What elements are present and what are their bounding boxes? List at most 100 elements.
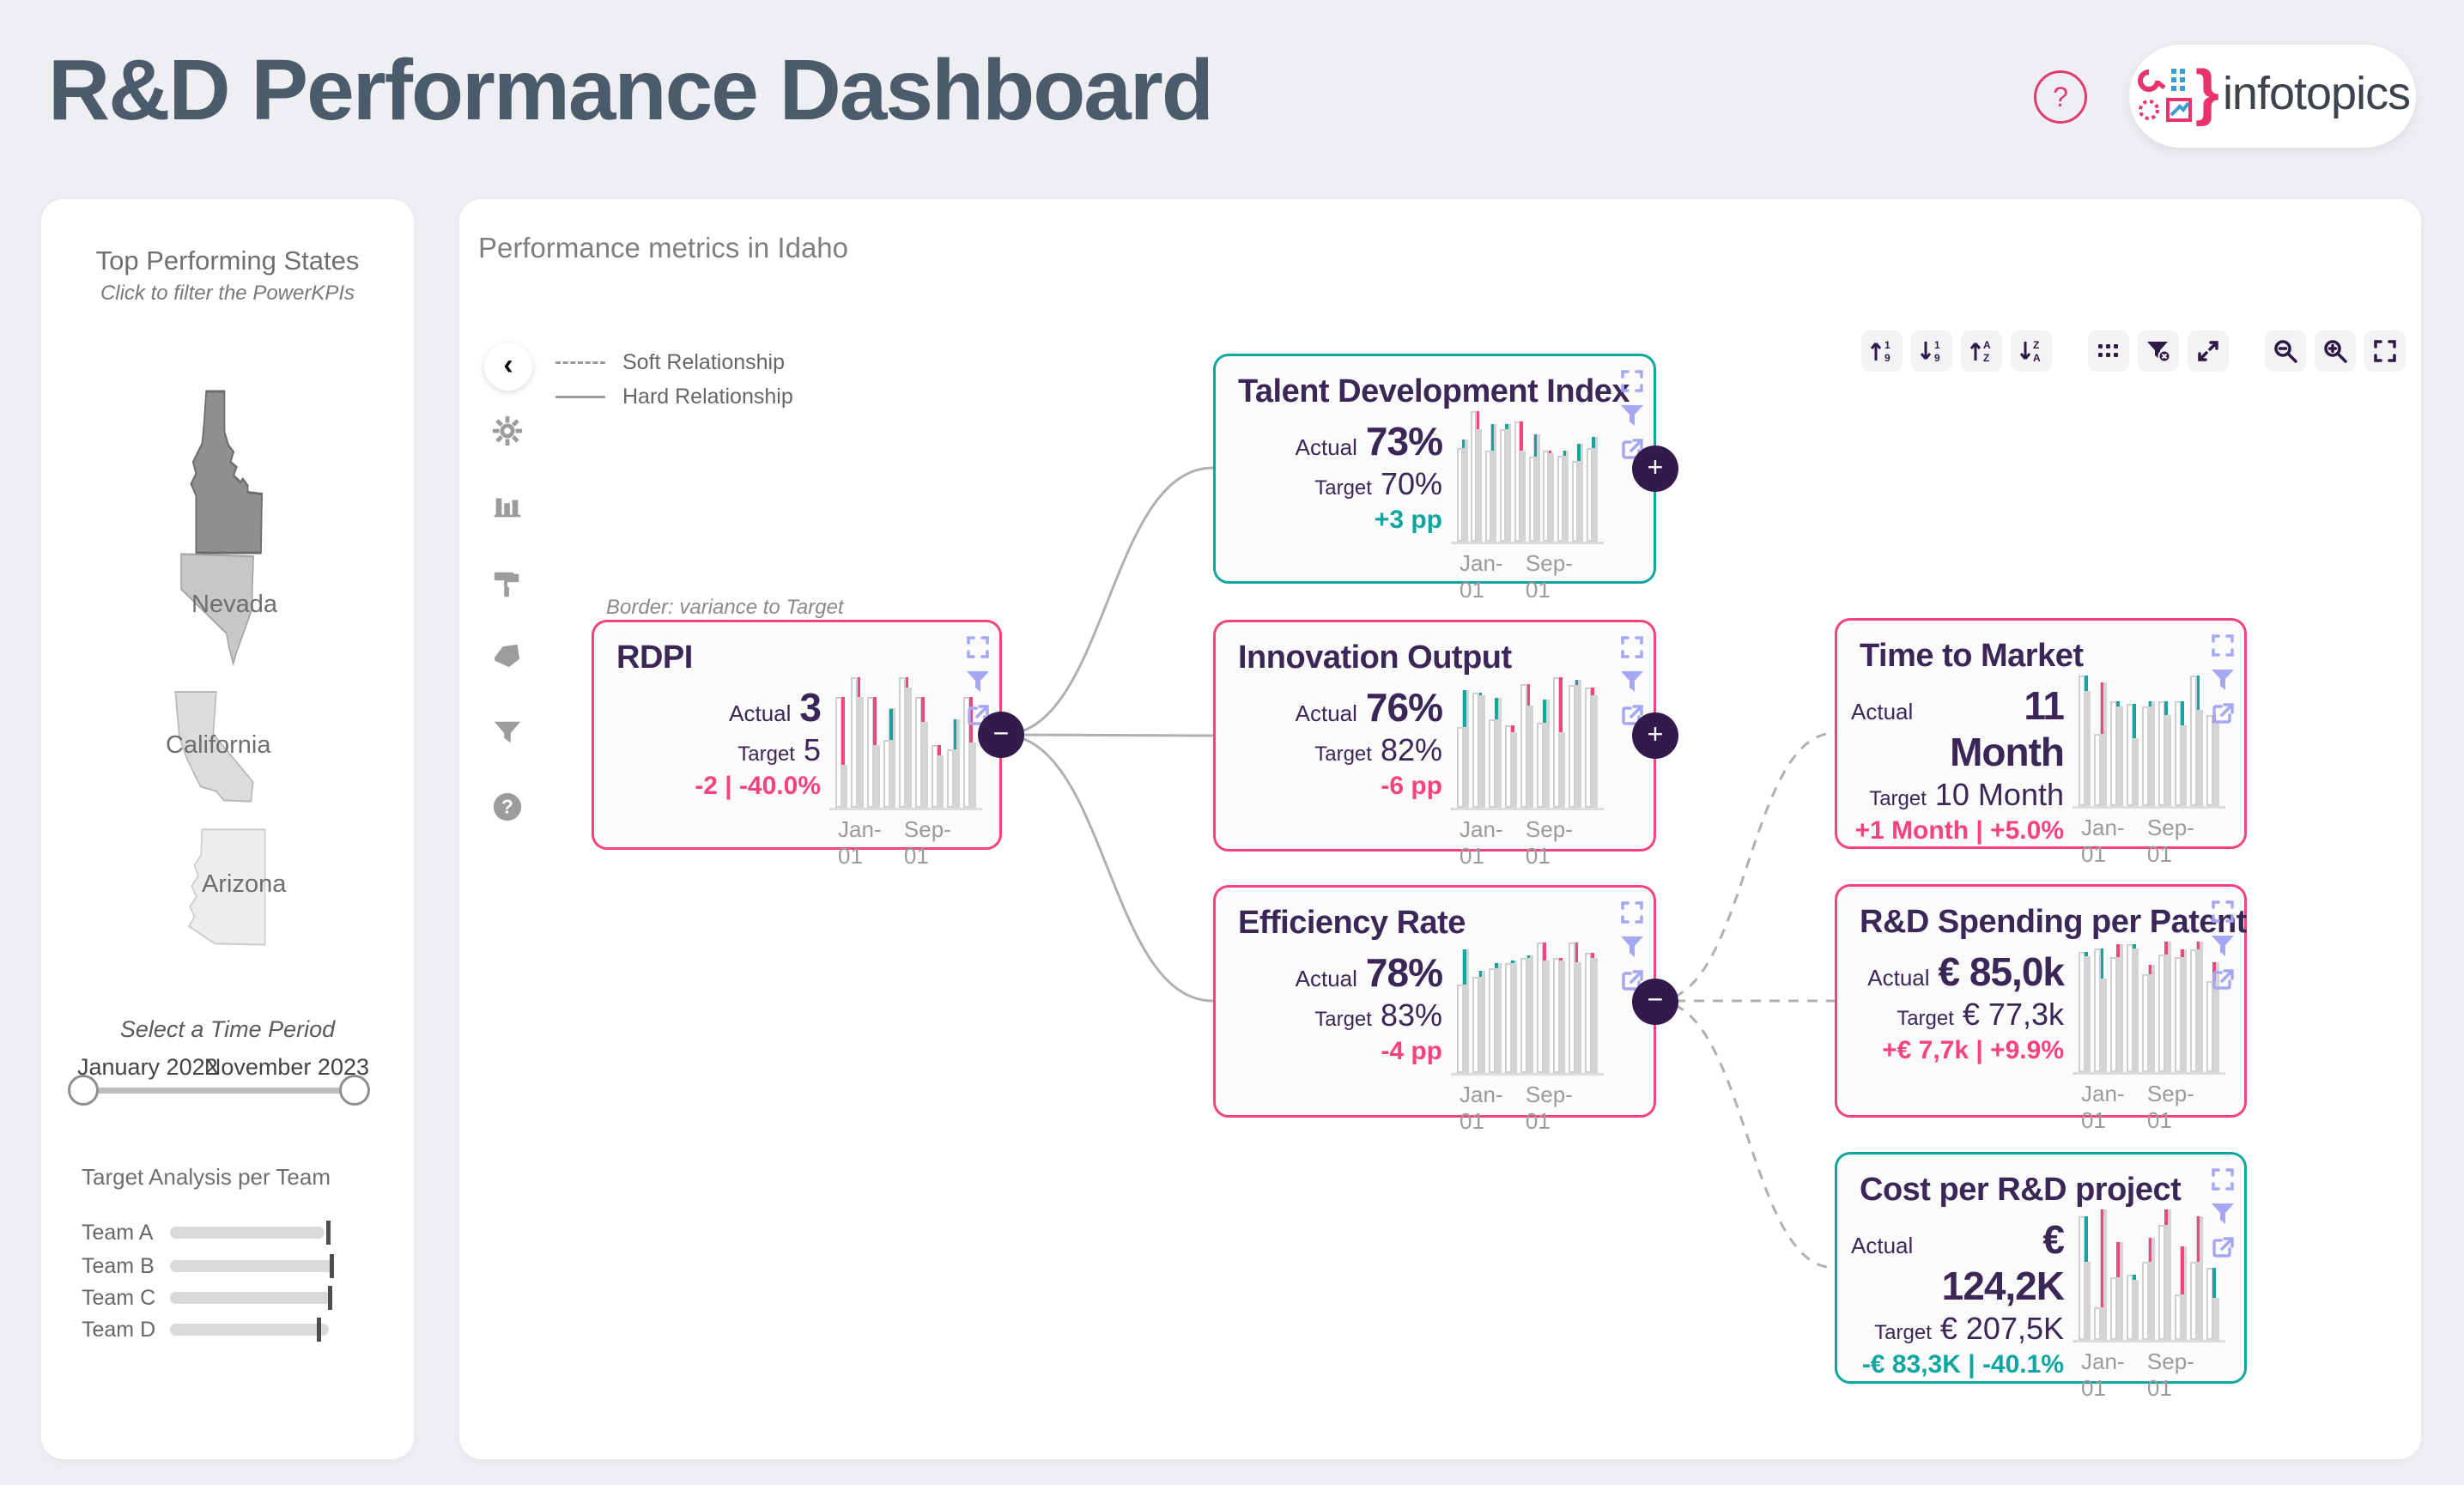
- focus-expand-icon[interactable]: [2210, 899, 2236, 924]
- kpi-card-cost-per-rd-project[interactable]: Cost per R&D project Actual € 124,2K Targ…: [1835, 1152, 2247, 1401]
- zoom-out-button[interactable]: [2265, 330, 2306, 372]
- state-label-arizona: Arizona: [202, 870, 287, 898]
- target-label: Target: [1314, 1008, 1372, 1031]
- state-label-california: California: [166, 731, 271, 759]
- team-analysis-title: Target Analysis per Team: [82, 1164, 331, 1190]
- zoom-in-button[interactable]: [2315, 330, 2356, 372]
- axis-tick: Sep-01: [903, 816, 951, 869]
- focus-expand-icon[interactable]: [2210, 633, 2236, 658]
- actual-label: Actual: [1851, 699, 1914, 724]
- question-icon: ?: [2053, 81, 2068, 112]
- variance-value: -€ 83,3K | -40.1%: [1861, 1350, 2064, 1379]
- paint-roller-icon[interactable]: [491, 567, 524, 600]
- expand-node-button[interactable]: +: [1632, 446, 1678, 492]
- fit-screen-button[interactable]: [2364, 330, 2406, 372]
- sort-alpha-asc-button[interactable]: A Z: [1961, 330, 2002, 372]
- card-filter-icon[interactable]: [1619, 669, 1645, 694]
- kpi-card-rdpi[interactable]: RDPI Actual 3 Target 5 -2 | -40.0% Jan-01 S…: [592, 620, 1024, 869]
- state-shape-california[interactable]: California: [166, 688, 271, 803]
- actual-value: 78%: [1365, 950, 1443, 995]
- kpi-card-time-to-market[interactable]: Time to Market Actual 11 Month Target 10 M…: [1835, 618, 2247, 867]
- collapse-node-button[interactable]: −: [1632, 978, 1678, 1025]
- team-row: Team D: [82, 1316, 373, 1343]
- svg-text:1: 1: [1934, 339, 1940, 351]
- state-shape-arizona[interactable]: Arizona: [176, 826, 286, 949]
- kpi-title: Innovation Output: [1238, 639, 1512, 676]
- expand-node-button[interactable]: +: [1632, 712, 1678, 759]
- collapse-node-button[interactable]: −: [978, 712, 1024, 758]
- time-period-title: Select a Time Period: [119, 1016, 336, 1042]
- time-slider-handle-start[interactable]: [68, 1075, 99, 1106]
- open-external-icon[interactable]: [2210, 701, 2236, 727]
- sort-numeric-asc-button[interactable]: 1 9: [1861, 330, 1903, 372]
- brand-logo: } infotopics: [2129, 45, 2416, 148]
- team-target-tick: [328, 1286, 332, 1310]
- bar-chart-icon[interactable]: [491, 490, 524, 523]
- card-filter-icon[interactable]: [2210, 667, 2236, 693]
- kpi-card-talent-development-index[interactable]: Talent Development Index Actual 73% Targe…: [1213, 354, 1678, 603]
- state-shape-nevada[interactable]: Nevada: [176, 549, 277, 666]
- focus-expand-icon[interactable]: [1619, 368, 1645, 394]
- help-button[interactable]: ?: [2034, 70, 2087, 124]
- state-shape-idaho[interactable]: [166, 388, 267, 556]
- kpi-title: Efficiency Rate: [1238, 905, 1466, 941]
- axis-tick: Jan-01: [838, 816, 882, 869]
- actual-label: Actual: [1295, 434, 1357, 460]
- kpi-title: R&D Spending per Patent: [1860, 904, 2247, 940]
- dashed-line-icon: [555, 361, 605, 364]
- settings-gear-icon[interactable]: [491, 415, 524, 447]
- actual-label: Actual: [1867, 965, 1930, 991]
- solid-line-icon: [555, 395, 605, 398]
- actual-value: € 124,2K: [1941, 1217, 2065, 1308]
- target-label: Target: [737, 742, 795, 766]
- grid-view-button[interactable]: [2088, 330, 2129, 372]
- card-filter-icon[interactable]: [1619, 934, 1645, 960]
- card-filter-icon[interactable]: [965, 669, 991, 694]
- kpi-title: Talent Development Index: [1238, 373, 1630, 409]
- svg-text:1: 1: [1884, 339, 1890, 351]
- card-filter-icon[interactable]: [1619, 403, 1645, 428]
- actual-label: Actual: [1295, 966, 1357, 991]
- actual-label: Actual: [1851, 1233, 1914, 1258]
- focus-expand-icon[interactable]: [1619, 634, 1645, 660]
- brand-name: infotopics: [2222, 68, 2411, 119]
- sort-alpha-desc-button[interactable]: Z A: [2011, 330, 2052, 372]
- target-label: Target: [1314, 742, 1372, 766]
- target-label: Target: [1869, 787, 1927, 810]
- sort-numeric-desc-button[interactable]: 1 9: [1911, 330, 1952, 372]
- target-value: € 77,3k: [1962, 997, 2064, 1032]
- open-external-icon[interactable]: [2210, 1235, 2236, 1261]
- kpi-card-rd-spending-per-patent[interactable]: R&D Spending per Patent Actual € 85,0k Ta…: [1835, 884, 2247, 1133]
- collapse-panel-button[interactable]: ‹: [484, 342, 532, 391]
- help-circle-icon[interactable]: ?: [491, 791, 524, 823]
- axis-tick: Jan-01: [1460, 550, 1503, 603]
- time-slider-handle-end[interactable]: [339, 1075, 370, 1106]
- team-row: Team A: [82, 1219, 373, 1246]
- axis-tick: Sep-01: [1525, 1082, 1573, 1134]
- time-slider[interactable]: [68, 1075, 370, 1106]
- clear-filter-button[interactable]: [2138, 330, 2179, 372]
- filter-funnel-icon[interactable]: [491, 717, 524, 749]
- card-filter-icon[interactable]: [2210, 1201, 2236, 1227]
- target-value: 5: [803, 732, 821, 767]
- border-variance-note: Border: variance to Target: [606, 596, 844, 619]
- tag-icon[interactable]: [491, 639, 524, 672]
- axis-tick: Sep-01: [2146, 815, 2194, 867]
- focus-expand-icon[interactable]: [1619, 900, 1645, 925]
- axis-tick: Jan-01: [2081, 1349, 2125, 1401]
- relationship-legend: Soft Relationship Hard Relationship: [555, 345, 847, 414]
- kpi-card-innovation-output[interactable]: Innovation Output Actual 76% Target 82% -6…: [1213, 620, 1678, 869]
- target-label: Target: [1874, 1321, 1932, 1344]
- kpi-card-efficiency-rate[interactable]: Efficiency Rate Actual 78% Target 83% -4 p…: [1213, 885, 1678, 1134]
- team-label: Team A: [82, 1221, 154, 1245]
- focus-expand-icon[interactable]: [965, 634, 991, 660]
- axis-tick: Jan-01: [1460, 816, 1503, 869]
- focus-expand-icon[interactable]: [2210, 1167, 2236, 1192]
- card-filter-icon[interactable]: [2210, 933, 2236, 959]
- variance-value: -4 pp: [1381, 1037, 1442, 1065]
- team-bar: [170, 1227, 325, 1239]
- logo-glyphs-icon: [2135, 64, 2197, 130]
- axis-tick: Jan-01: [2081, 1081, 2125, 1133]
- open-external-icon[interactable]: [2210, 967, 2236, 993]
- expand-arrows-button[interactable]: [2188, 330, 2229, 372]
